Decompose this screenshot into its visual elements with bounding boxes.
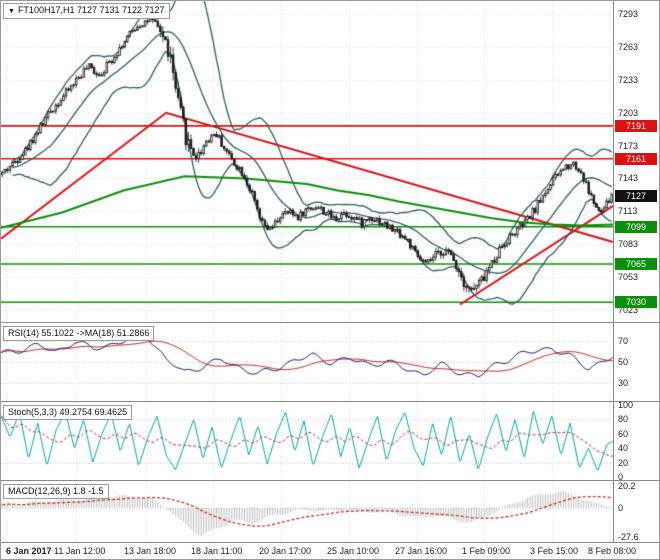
symbol-dropdown-icon[interactable]: ▼ xyxy=(8,8,15,15)
rsi-axis-tick: 50 xyxy=(618,357,629,367)
macd-panel-canvas[interactable] xyxy=(1,481,659,542)
price-axis-tick: 7293 xyxy=(618,9,639,19)
stoch-axis-tick: 60 xyxy=(618,429,629,439)
stochastic-indicator-label: Stoch(5,3,3) 49.2754 69.4625 xyxy=(3,405,133,420)
macd-axis-tick: -27.6 xyxy=(618,532,639,542)
stoch-axis-tick: 40 xyxy=(618,443,629,453)
panel-separator[interactable] xyxy=(1,322,659,323)
rsi-axis-tick: 30 xyxy=(618,378,629,388)
time-axis-label: 13 Jan 18:00 xyxy=(124,546,177,556)
panel-separator[interactable] xyxy=(1,480,659,481)
price-level-badge-7065: 7065 xyxy=(615,258,657,270)
time-axis-label: 3 Feb 15:00 xyxy=(530,546,579,556)
price-level-badge-7127: 7127 xyxy=(615,190,657,202)
price-level-badge-7191: 7191 xyxy=(615,120,657,132)
macd-axis-tick: 20.2 xyxy=(618,481,636,491)
rsi-indicator-label: RSI(14) 55.1022 ->MA(18) 51.2866 xyxy=(3,326,155,341)
main-chart-canvas[interactable] xyxy=(1,1,659,322)
time-axis-label: 1 Feb 09:00 xyxy=(462,546,511,556)
price-axis-tick: 7263 xyxy=(618,42,639,52)
stoch-axis-tick: 80 xyxy=(618,414,629,424)
macd-indicator-label: MACD(12,26,9) 1.8 -1.5 xyxy=(3,484,109,499)
rsi-axis-tick: 70 xyxy=(618,336,629,346)
stoch-axis-tick: 0 xyxy=(618,472,624,482)
price-level-badge-7030: 7030 xyxy=(615,296,657,308)
price-axis-tick: 7173 xyxy=(618,141,639,151)
time-axis-label: 20 Jan 17:00 xyxy=(259,546,312,556)
stoch-axis-tick: 100 xyxy=(618,400,634,410)
price-level-badge-7099: 7099 xyxy=(615,221,657,233)
price-axis-tick: 7053 xyxy=(618,272,639,282)
price-axis-tick: 7203 xyxy=(618,108,639,118)
chart-title-text: FT100H17,H1 7127 7131 7122 7127 xyxy=(17,5,165,15)
time-axis-label: 11 Jan 12:00 xyxy=(54,546,106,556)
chart-title: ▼ FT100H17,H1 7127 7131 7122 7127 xyxy=(3,3,170,19)
time-axis-label: 25 Jan 10:00 xyxy=(327,546,380,556)
xaxis-separator xyxy=(1,542,659,543)
price-axis-tick: 7113 xyxy=(618,206,638,216)
time-axis-label: 27 Jan 16:00 xyxy=(395,546,448,556)
price-axis-tick: 7233 xyxy=(618,75,639,85)
price-level-badge-7161: 7161 xyxy=(615,153,657,165)
time-axis-label: 6 Jan 2017 xyxy=(6,546,52,556)
time-axis-label: 18 Jan 11:00 xyxy=(191,546,243,556)
price-axis-tick: 7023 xyxy=(618,305,639,315)
price-axis-line xyxy=(613,1,614,542)
price-axis-tick: 7143 xyxy=(618,173,639,183)
time-axis-label: 8 Feb 08:00 xyxy=(588,546,637,556)
macd-axis-tick: 0 xyxy=(618,503,624,513)
price-axis-tick: 7083 xyxy=(618,239,639,249)
stoch-axis-tick: 20 xyxy=(618,458,629,468)
panel-separator[interactable] xyxy=(1,401,659,402)
